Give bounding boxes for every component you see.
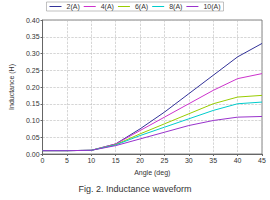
svg-text:0: 0 [41,157,45,164]
svg-text:35: 35 [209,157,217,164]
svg-text:0.05: 0.05 [26,134,40,141]
svg-text:0.25: 0.25 [26,67,40,74]
svg-text:0.20: 0.20 [26,84,40,91]
svg-text:40: 40 [234,157,242,164]
svg-text:10: 10 [87,157,95,164]
svg-text:0.40: 0.40 [26,17,40,24]
svg-text:Fig. 2. Inductance waveform: Fig. 2. Inductance waveform [78,184,191,194]
svg-text:10(A): 10(A) [203,3,220,11]
svg-text:8(A): 8(A) [169,3,182,11]
svg-text:25: 25 [161,157,169,164]
svg-text:Inductance (H): Inductance (H) [8,64,16,110]
svg-text:45: 45 [258,157,266,164]
svg-text:2(A): 2(A) [66,3,79,11]
svg-text:20: 20 [136,157,144,164]
svg-text:4(A): 4(A) [101,3,114,11]
svg-text:Angle (deg): Angle (deg) [134,169,170,177]
svg-text:0.00: 0.00 [26,151,40,158]
svg-text:30: 30 [185,157,193,164]
svg-text:0.30: 0.30 [26,50,40,57]
svg-text:15: 15 [112,157,120,164]
svg-text:6(A): 6(A) [135,3,148,11]
svg-text:0.10: 0.10 [26,117,40,124]
svg-text:5: 5 [65,157,69,164]
svg-text:0.15: 0.15 [26,100,40,107]
svg-text:0.35: 0.35 [26,33,40,40]
